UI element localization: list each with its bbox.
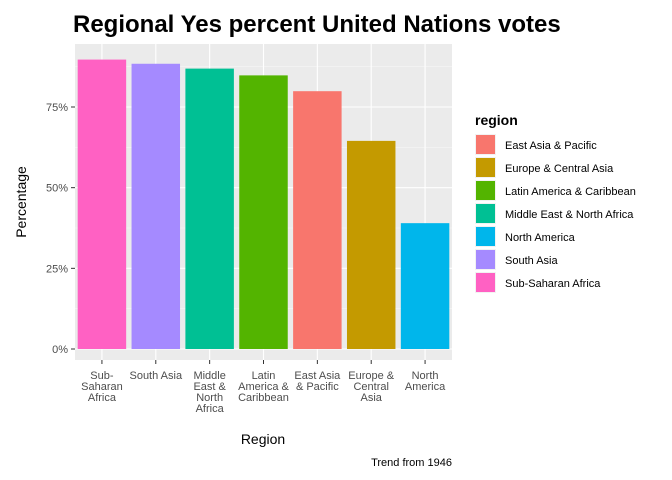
legend-swatch <box>476 204 495 223</box>
x-tick-label: Middle East & North Africa <box>193 370 226 415</box>
legend-swatch <box>476 250 495 269</box>
legend-label: North America <box>505 232 576 244</box>
x-tick-label: South Asia <box>129 370 182 382</box>
legend-label: Middle East & North Africa <box>505 209 634 221</box>
bar <box>77 59 127 350</box>
x-axis-title: Region <box>241 431 285 447</box>
legend-swatch <box>476 181 495 200</box>
x-tick-label: Sub-Saharan Africa <box>81 370 123 404</box>
bar <box>131 63 181 349</box>
bar <box>293 91 342 349</box>
y-tick-label: 75% <box>46 102 68 114</box>
x-tick-label: East Asia & Pacific <box>294 370 341 393</box>
legend-label: Europe & Central Asia <box>505 163 614 175</box>
legend-label: South Asia <box>505 255 558 267</box>
x-tick-label: Latin America & Caribbean <box>238 370 289 404</box>
legend-label: Sub-Saharan Africa <box>505 278 601 290</box>
legend-swatch <box>476 135 495 154</box>
legend: region East Asia & Pacific Europe & Centr… <box>475 112 636 293</box>
y-axis-title: Percentage <box>13 166 29 238</box>
x-tick-label: Europe & Central Asia <box>348 370 395 404</box>
legend-entries: East Asia & Pacific Europe & Central Asia… <box>475 134 636 293</box>
chart-title: Regional Yes percent United Nations vote… <box>73 11 561 38</box>
y-axis-ticks: 0% 25% 50% 75% <box>46 102 75 356</box>
legend-swatch <box>476 227 495 246</box>
legend-label: Latin America & Caribbean <box>505 186 636 198</box>
y-tick-label: 50% <box>46 183 68 195</box>
legend-label: East Asia & Pacific <box>505 140 597 152</box>
bar <box>185 68 234 350</box>
bar <box>400 223 450 349</box>
bar <box>239 75 288 350</box>
y-tick-label: 0% <box>52 344 68 356</box>
legend-swatch <box>476 158 495 177</box>
bar <box>346 140 396 349</box>
chart-caption: Trend from 1946 <box>371 457 452 469</box>
y-tick-label: 25% <box>46 263 68 275</box>
x-axis-ticks: Sub-Saharan Africa South Asia Middle East & N… <box>81 360 446 415</box>
legend-title: region <box>475 112 518 128</box>
x-tick-label: North America <box>405 370 446 393</box>
legend-swatch <box>476 273 495 292</box>
bars <box>77 59 450 350</box>
